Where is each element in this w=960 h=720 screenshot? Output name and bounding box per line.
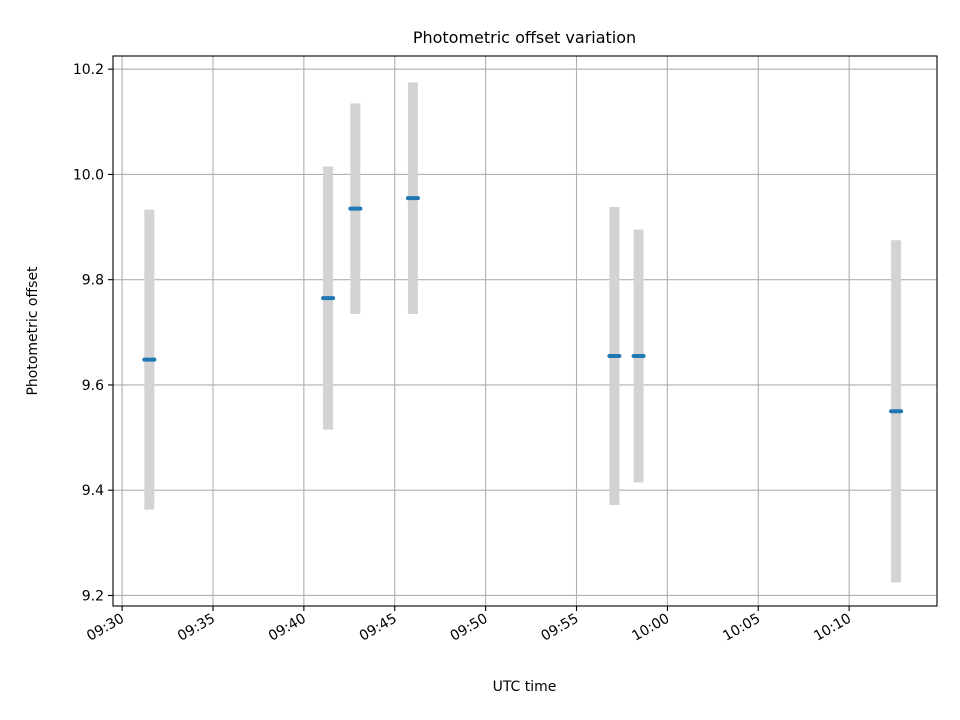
y-tick-label: 9.2	[82, 588, 104, 604]
plot-area-frame	[112, 55, 938, 607]
error-bars	[144, 82, 902, 583]
y-axis-label: Photometric offset	[25, 266, 41, 396]
grid	[113, 56, 937, 606]
x-tick-label: 09:55	[539, 611, 582, 645]
y-tick-label: 9.8	[82, 273, 104, 289]
data-markers	[142, 196, 904, 414]
y-tick-label: 10.2	[73, 62, 104, 78]
x-tick-label: 09:40	[266, 611, 309, 645]
x-tick-label: 09:30	[84, 611, 127, 645]
y-tick-label: 10.0	[73, 167, 104, 183]
x-tick-label: 10:00	[629, 611, 672, 645]
chart-title: Photometric offset variation	[413, 28, 636, 47]
x-tick-label: 09:45	[357, 611, 400, 645]
y-tick-label: 9.6	[82, 378, 104, 394]
y-axis-ticks: 9.2 9.4 9.6 9.8 10.0 10.2	[73, 62, 113, 604]
x-tick-label: 10:10	[811, 611, 854, 645]
y-tick-label: 9.4	[82, 483, 104, 499]
x-tick-label: 10:05	[720, 611, 763, 645]
x-tick-label: 09:50	[448, 611, 491, 645]
x-axis-ticks: 09:30 09:35 09:40 09:45 09:50 09:55 10:00 10:05…	[84, 606, 854, 645]
x-tick-label: 09:35	[175, 611, 218, 645]
x-axis-label: UTC time	[493, 679, 557, 695]
